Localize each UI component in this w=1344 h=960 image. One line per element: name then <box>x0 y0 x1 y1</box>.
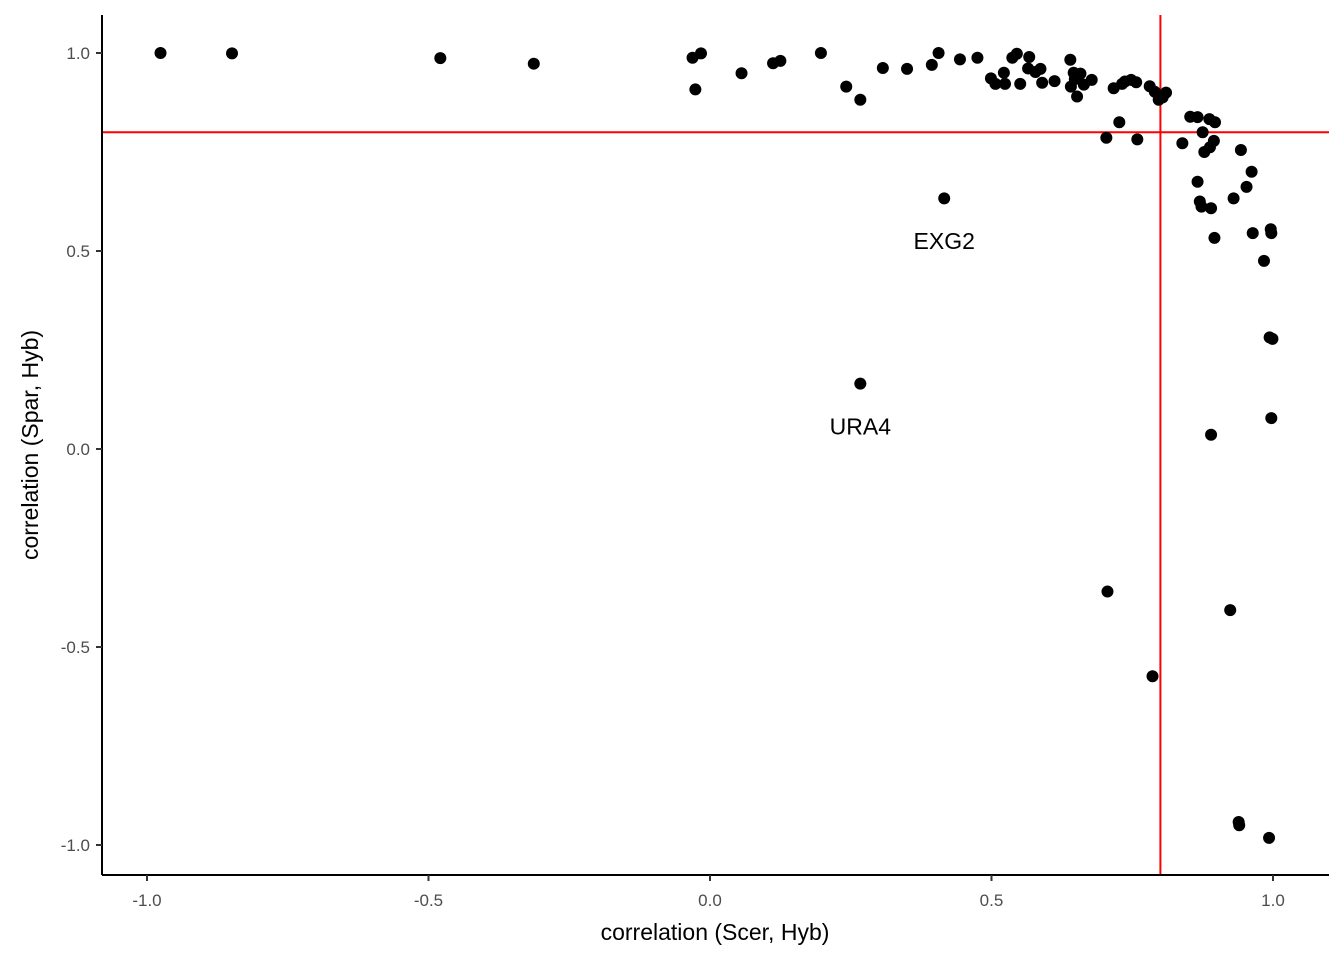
data-point <box>814 47 827 59</box>
point-annotations: EXG2 URA4 <box>830 228 975 439</box>
y-tick-label: 0.5 <box>66 242 90 261</box>
data-point <box>1263 831 1276 844</box>
data-point <box>1205 428 1218 441</box>
data-point <box>1191 175 1204 188</box>
data-point <box>989 77 1002 90</box>
data-point <box>1191 111 1204 124</box>
data-point <box>1233 819 1246 832</box>
data-point <box>1074 67 1087 80</box>
data-point <box>1265 412 1278 425</box>
data-point <box>1130 76 1143 89</box>
data-point <box>1048 75 1061 88</box>
data-point <box>154 47 167 59</box>
data-points <box>154 47 1279 844</box>
data-point <box>925 58 938 71</box>
data-point <box>434 52 447 65</box>
data-point <box>932 47 945 59</box>
x-axis-title: correlation (Scer, Hyb) <box>601 919 830 945</box>
x-tick-label: 1.0 <box>1261 891 1285 910</box>
point-annotation: EXG2 <box>914 228 975 254</box>
data-point <box>1266 332 1279 345</box>
data-point <box>1023 50 1036 63</box>
data-point <box>774 54 787 67</box>
data-point <box>854 93 867 106</box>
x-tick-label: -0.5 <box>414 891 443 910</box>
data-point <box>1240 180 1253 193</box>
data-point <box>1246 227 1259 240</box>
data-point <box>1207 134 1220 147</box>
data-point <box>1100 131 1113 144</box>
data-point <box>997 66 1010 79</box>
data-point <box>1176 137 1189 150</box>
data-point <box>953 53 966 66</box>
data-point <box>1209 116 1222 129</box>
data-point <box>1010 47 1023 60</box>
data-point <box>1234 144 1247 157</box>
data-point <box>1160 86 1173 99</box>
data-point <box>1208 231 1221 244</box>
data-point <box>1195 200 1208 213</box>
data-point <box>1036 76 1049 89</box>
tick-labels: -1.0 -0.5 0.0 0.5 1.0 -1.0 -0.5 0.0 0.5 1.0 <box>61 44 1285 910</box>
data-point <box>1131 133 1144 146</box>
x-tick-label: -1.0 <box>132 891 161 910</box>
data-point <box>527 57 540 70</box>
data-point <box>694 47 707 60</box>
data-point <box>999 77 1012 90</box>
data-point <box>226 47 239 60</box>
y-tick-label: 1.0 <box>66 44 90 63</box>
data-point <box>1146 670 1159 683</box>
data-point <box>1085 73 1098 86</box>
data-point <box>1101 585 1114 598</box>
y-tick-label: -0.5 <box>61 638 90 657</box>
point-annotation: URA4 <box>830 413 892 439</box>
x-tick-label: 0.5 <box>980 891 1004 910</box>
data-point <box>876 62 889 75</box>
data-point <box>840 80 853 93</box>
data-point <box>854 377 867 390</box>
data-point <box>1014 77 1027 90</box>
data-point <box>1245 165 1258 178</box>
data-point <box>1064 53 1077 66</box>
data-point <box>735 67 748 80</box>
data-point <box>938 192 951 205</box>
y-tick-label: 0.0 <box>66 440 90 459</box>
data-point <box>1227 192 1240 205</box>
axes <box>96 15 1329 881</box>
data-point <box>901 62 914 75</box>
data-point <box>1071 90 1084 103</box>
data-point <box>1224 604 1237 617</box>
data-point <box>1196 126 1209 139</box>
y-axis-title: correlation (Spar, Hyb) <box>17 330 43 560</box>
data-point <box>1034 62 1047 75</box>
x-tick-label: 0.0 <box>698 891 722 910</box>
data-point <box>689 83 702 96</box>
data-point <box>1257 254 1270 267</box>
data-point <box>1113 116 1126 129</box>
y-tick-label: -1.0 <box>61 836 90 855</box>
data-point <box>1265 227 1278 240</box>
reference-lines <box>102 15 1329 875</box>
data-point <box>971 51 984 64</box>
data-point <box>1205 202 1218 215</box>
